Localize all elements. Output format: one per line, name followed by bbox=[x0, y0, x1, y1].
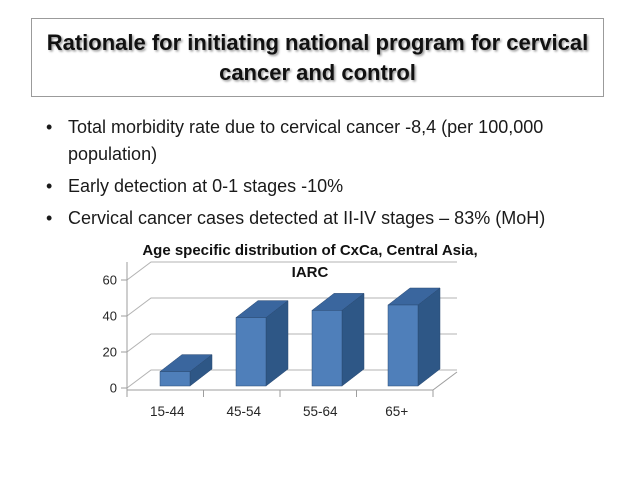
bullet-item: • Total morbidity rate due to cervical c… bbox=[44, 114, 552, 168]
svg-text:40: 40 bbox=[103, 309, 117, 324]
chart-title-line2: IARC bbox=[291, 264, 329, 281]
chart-bars bbox=[159, 287, 441, 387]
bullet-text: Total morbidity rate due to cervical can… bbox=[68, 117, 544, 164]
svg-text:55-64: 55-64 bbox=[303, 404, 338, 419]
bullet-list: • Total morbidity rate due to cervical c… bbox=[44, 114, 556, 237]
bullet-item: • Early detection at 0-1 stages -10% bbox=[44, 173, 556, 200]
bullet-dot: • bbox=[46, 176, 53, 196]
bullet-item: • Cervical cancer cases detected at II-I… bbox=[44, 205, 556, 232]
svg-text:65+: 65+ bbox=[385, 404, 408, 419]
chart-axes bbox=[121, 262, 458, 397]
bullet-text: Cervical cancer cases detected at II-IV … bbox=[68, 208, 546, 228]
bullet-text: Early detection at 0-1 stages -10% bbox=[68, 176, 344, 196]
svg-text:45-54: 45-54 bbox=[226, 404, 261, 419]
svg-text:60: 60 bbox=[103, 273, 117, 288]
svg-text:15-44: 15-44 bbox=[150, 404, 185, 419]
chart-y-axis-labels: 0 20 40 60 bbox=[103, 273, 117, 396]
svg-text:20: 20 bbox=[103, 345, 117, 360]
slide-title: Rationale for initiating national progra… bbox=[46, 29, 589, 85]
chart-title-line1: Age specific distribution of CxCa, Centr… bbox=[142, 242, 478, 259]
bullet-dot: • bbox=[46, 117, 53, 137]
slide-title-box: Rationale for initiating national progra… bbox=[31, 18, 604, 97]
chart-title: Age specific distribution of CxCa, Centr… bbox=[85, 240, 535, 284]
bullet-dot: • bbox=[46, 208, 53, 228]
chart-x-axis-labels: 15-44 45-54 55-64 65+ bbox=[150, 404, 408, 419]
svg-text:0: 0 bbox=[110, 381, 117, 396]
